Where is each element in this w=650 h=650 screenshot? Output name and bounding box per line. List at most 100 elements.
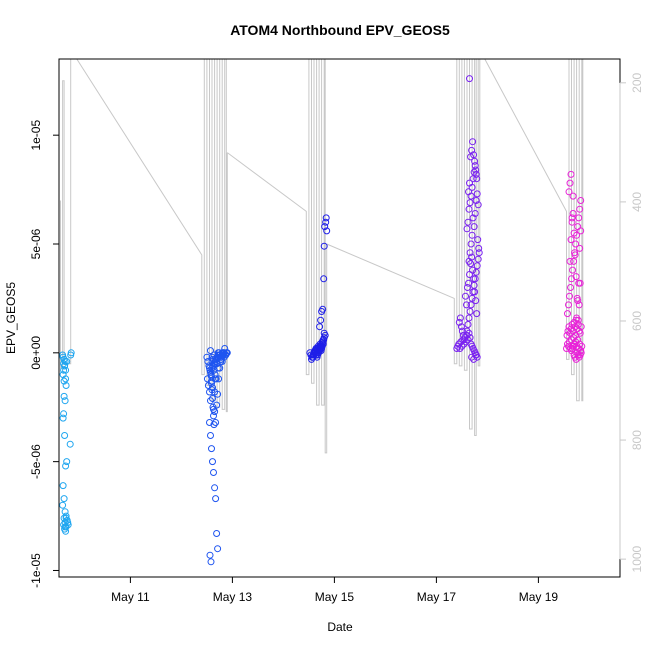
data-point-group4 [472, 166, 480, 174]
data-point-group5 [574, 297, 582, 305]
data-point-group2 [203, 375, 211, 383]
data-point-group5 [575, 214, 583, 222]
data-point-group4 [474, 201, 482, 209]
data-point-group4 [472, 197, 480, 204]
data-point-group1 [60, 495, 68, 503]
data-point-group2 [210, 421, 218, 429]
data-point-group5 [574, 316, 582, 324]
y-tick-label: -5e-06 [29, 444, 43, 479]
right-tick-label: 600 [630, 311, 644, 331]
data-point-group5 [576, 340, 584, 348]
data-point-group2 [208, 377, 215, 385]
data-point-group3 [323, 227, 331, 235]
trace-line-4 [326, 58, 481, 436]
data-point-group1 [62, 514, 70, 522]
data-point-group1 [60, 366, 68, 374]
data-point-group3 [320, 242, 328, 250]
data-point-group4 [462, 292, 469, 300]
data-point-group2 [203, 353, 211, 361]
data-point-group5 [577, 349, 585, 357]
data-point-group4 [467, 301, 475, 309]
data-point-group5 [567, 284, 574, 291]
data-point-group5 [570, 334, 578, 342]
data-point-group1 [64, 521, 72, 529]
data-point-group4 [456, 314, 464, 322]
data-point-group4 [471, 275, 479, 283]
data-point-group5 [577, 323, 585, 331]
data-point-group2 [206, 551, 214, 559]
data-point-group3 [317, 316, 325, 324]
data-point-group5 [577, 227, 585, 235]
data-point-group1 [66, 440, 74, 448]
x-tick-label: May 15 [315, 590, 355, 604]
data-point-group1 [63, 458, 71, 466]
data-point-group4 [466, 75, 473, 83]
data-point-group5 [567, 236, 575, 244]
data-point-group3 [320, 275, 328, 283]
data-point-group5 [575, 279, 583, 287]
data-point-group1 [62, 512, 70, 520]
data-point-group4 [464, 218, 472, 226]
data-point-group2 [209, 403, 217, 411]
data-point-group1 [60, 410, 68, 418]
data-point-group5 [570, 257, 578, 265]
data-point-group4 [459, 331, 467, 339]
data-point-group2 [207, 558, 215, 566]
data-point-group3 [317, 342, 325, 350]
data-point-group4 [473, 190, 481, 198]
data-point-group4 [475, 244, 483, 252]
data-point-group1 [60, 514, 68, 522]
data-point-group4 [465, 257, 473, 265]
x-axis: May 11 May 13 May 15 May 17 May 19 [111, 577, 558, 604]
data-point-group2 [206, 364, 213, 372]
data-point-group4 [469, 288, 477, 296]
y-tick-label: -1e-05 [29, 553, 43, 588]
y-axis: -1e-05 -5e-06 0e+00 5e-06 1e-05 [29, 120, 59, 588]
data-point-group1 [62, 375, 70, 383]
data-point-group2 [209, 458, 216, 466]
right-tick-label: 200 [630, 72, 644, 92]
data-point-group5 [571, 251, 579, 259]
data-point-group4 [466, 249, 474, 257]
data-point-group2 [207, 347, 214, 355]
data-point-group5 [565, 301, 572, 309]
data-point-group4 [465, 205, 473, 213]
data-point-group2 [212, 495, 220, 503]
data-point-group4 [472, 297, 480, 305]
data-point-group3 [319, 305, 327, 313]
data-point-group1 [61, 362, 69, 370]
data-point-group5 [569, 192, 577, 200]
data-point-group5 [566, 292, 573, 300]
data-point-group1 [59, 482, 67, 490]
data-point-group5 [568, 218, 576, 226]
data-point-group4 [473, 310, 481, 318]
data-point-group2 [210, 469, 217, 476]
data-point-group2 [207, 432, 214, 439]
data-point-group4 [473, 262, 481, 270]
data-point-group3 [315, 345, 323, 352]
data-point-group2 [207, 368, 214, 376]
data-point-group4 [463, 327, 471, 335]
data-point-group4 [470, 281, 478, 289]
data-point-group2 [211, 375, 219, 383]
data-point-group5 [569, 266, 577, 274]
data-point-group4 [469, 266, 477, 274]
x-axis-label: Date [327, 620, 353, 634]
data-point-group4 [473, 175, 481, 183]
data-point-group4 [468, 294, 476, 302]
x-tick-label: May 17 [417, 590, 457, 604]
data-point-group2 [209, 395, 216, 402]
data-point-group4 [464, 321, 472, 328]
data-point-group5 [572, 331, 580, 339]
right-tick-label: 800 [630, 430, 644, 450]
data-point-group1 [61, 508, 69, 516]
trace-line-1 [60, 59, 72, 369]
data-point-group4 [472, 268, 480, 276]
data-point-group4 [466, 179, 473, 187]
data-point-group4 [455, 318, 463, 326]
data-point-group4 [468, 231, 476, 239]
data-point-group4 [458, 342, 466, 350]
data-point-group2 [208, 373, 215, 381]
y-axis-right: 200 400 600 800 1000 [619, 72, 644, 572]
data-point-group1 [61, 432, 69, 439]
